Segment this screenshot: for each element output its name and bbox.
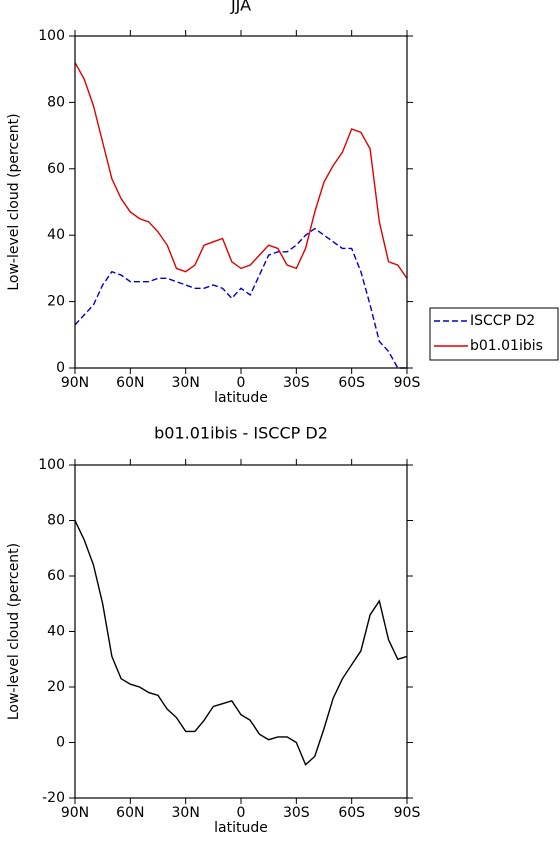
- chart-title: b01.01ibis - ISCCP D2: [154, 424, 328, 443]
- x-axis-label: latitude: [214, 820, 268, 836]
- legend-label: ISCCP D2: [470, 313, 535, 329]
- series-line: [74, 62, 408, 279]
- x-tick-label: 90S: [394, 375, 421, 391]
- x-tick-label: 0: [237, 375, 246, 391]
- y-tick-label: 80: [47, 94, 65, 110]
- x-tick-label: 60N: [116, 805, 144, 821]
- x-axis-label: latitude: [214, 390, 268, 406]
- y-axis-label: Low-level cloud (percent): [6, 113, 22, 290]
- x-tick-label: 30S: [283, 375, 310, 391]
- y-tick-label: 60: [47, 568, 65, 584]
- legend-label: b01.01ibis: [470, 338, 543, 354]
- x-tick-label: 90N: [61, 375, 89, 391]
- x-tick-label: 0: [237, 805, 246, 821]
- x-tick-label: 60S: [338, 805, 365, 821]
- plot-frame: [74, 464, 408, 799]
- x-tick-label: 60N: [116, 375, 144, 391]
- y-tick-label: 0: [56, 735, 65, 751]
- x-tick-label: 90N: [61, 805, 89, 821]
- series-line: [74, 520, 408, 766]
- y-tick-label: 100: [38, 457, 65, 473]
- series-line: [74, 227, 407, 369]
- y-tick-label: 40: [47, 624, 65, 640]
- y-tick-label: 0: [56, 360, 65, 376]
- x-tick-label: 30S: [283, 805, 310, 821]
- y-axis-label: Low-level cloud (percent): [6, 543, 22, 720]
- legend-box: [429, 307, 559, 361]
- y-tick-label: 20: [47, 679, 65, 695]
- x-tick-label: 90S: [394, 805, 421, 821]
- y-tick-label: 80: [47, 513, 65, 529]
- y-tick-label: -20: [42, 790, 65, 806]
- y-tick-label: 20: [47, 294, 65, 310]
- x-tick-label: 60S: [338, 375, 365, 391]
- y-tick-label: 40: [47, 227, 65, 243]
- y-tick-label: 60: [47, 161, 65, 177]
- x-tick-label: 30N: [172, 375, 200, 391]
- x-tick-label: 30N: [172, 805, 200, 821]
- plot-frame: [74, 35, 408, 369]
- y-tick-label: 100: [38, 28, 65, 44]
- chart-title: JJA: [230, 0, 251, 15]
